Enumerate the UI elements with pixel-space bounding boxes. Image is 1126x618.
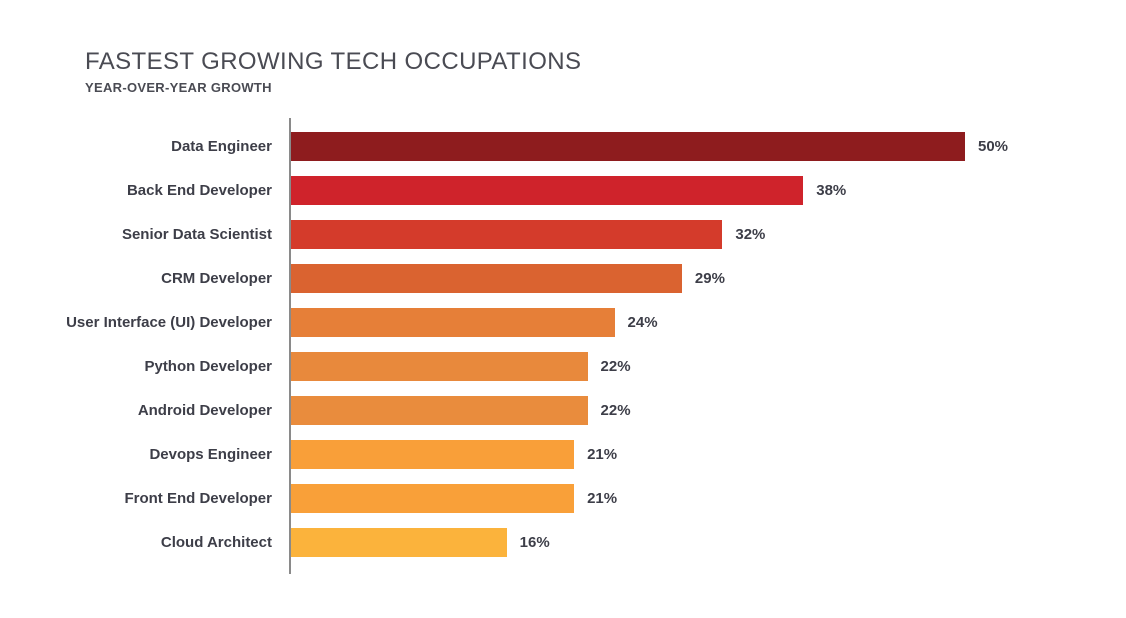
bar-category-label: Back End Developer (126, 181, 272, 199)
bar-row: Front End Developer 21% (0, 476, 1126, 520)
bar-track: 22% (281, 395, 1126, 425)
bar-value-label: 21% (587, 489, 618, 507)
bar-value-label: 24% (627, 313, 658, 331)
bar-chart-plot-area: Data Engineer 50% Back End Developer 38% Sen… (0, 116, 1126, 564)
chart-subtitle: YEAR-OVER-YEAR GROWTH (85, 79, 272, 95)
bar-value-label: 22% (600, 401, 631, 419)
bar (291, 439, 575, 469)
bar-track: 38% (281, 175, 1126, 205)
bar-value-label: 32% (735, 225, 766, 243)
bar (291, 527, 507, 557)
bar (291, 263, 682, 293)
bar-category-label: Senior Data Scientist (121, 225, 272, 243)
y-axis-line (289, 118, 291, 574)
bar-value-label: 29% (694, 269, 725, 287)
chart-header: FASTEST GROWING TECH OCCUPATIONS YEAR-OV… (85, 48, 581, 95)
bar-track: 24% (281, 307, 1126, 337)
bar-category-label: Devops Engineer (149, 445, 272, 463)
bar-value-label: 38% (816, 181, 847, 199)
bar (291, 131, 965, 161)
bar-category-label: Cloud Architect (160, 533, 272, 551)
bar-category-label: CRM Developer (161, 269, 272, 287)
bar-row: Devops Engineer 21% (0, 432, 1126, 476)
bar (291, 175, 804, 205)
bar-track: 29% (281, 263, 1126, 293)
bar (291, 483, 575, 513)
bar-track: 21% (281, 483, 1126, 513)
bar-value-label: 16% (519, 533, 550, 551)
bar-row: Python Developer 22% (0, 344, 1126, 388)
bar-value-label: 21% (587, 445, 618, 463)
bar-track: 21% (281, 439, 1126, 469)
bar-category-label: Data Engineer (171, 137, 272, 155)
bar-value-label: 50% (978, 137, 1009, 155)
bar (291, 307, 615, 337)
bar-value-label: 22% (600, 357, 631, 375)
bar-category-label: Android Developer (137, 401, 272, 419)
bar-track: 50% (281, 131, 1126, 161)
bar (291, 395, 588, 425)
bar-track: 22% (281, 351, 1126, 381)
bar-row: Cloud Architect 16% (0, 520, 1126, 564)
bar-track: 16% (281, 527, 1126, 557)
bar (291, 219, 723, 249)
bar-row: Senior Data Scientist 32% (0, 212, 1126, 256)
bar-row: User Interface (UI) Developer 24% (0, 300, 1126, 344)
bar-track: 32% (281, 219, 1126, 249)
bar-row: Back End Developer 38% (0, 168, 1126, 212)
chart-title: FASTEST GROWING TECH OCCUPATIONS (85, 48, 582, 75)
bar-row: Data Engineer 50% (0, 124, 1126, 168)
bar-category-label: User Interface (UI) Developer (66, 313, 272, 331)
bar-row: Android Developer 22% (0, 388, 1126, 432)
bar-row: CRM Developer 29% (0, 256, 1126, 300)
bar-category-label: Front End Developer (124, 489, 272, 507)
bar (291, 351, 588, 381)
bar-category-label: Python Developer (144, 357, 272, 375)
